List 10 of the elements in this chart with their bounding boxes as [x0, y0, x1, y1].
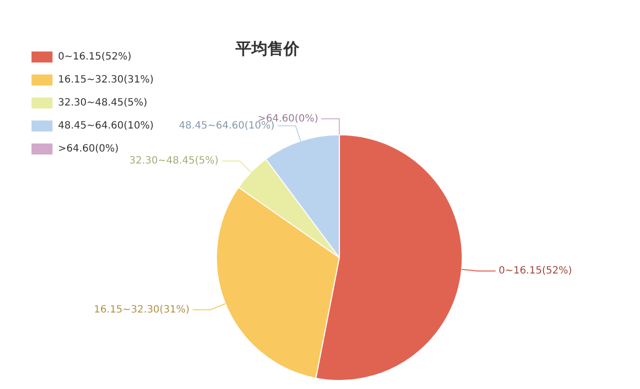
slice-label: 48.45~64.60(10%) [178, 120, 275, 132]
slice-label: 32.30~48.45(5%) [129, 156, 219, 167]
slice-label: 0~16.15(52%) [498, 266, 572, 277]
legend-label: 48.45~64.60(10%) [58, 120, 154, 132]
chart-title: 平均售价 [234, 38, 300, 58]
legend-label: 16.15~32.30(31%) [58, 74, 154, 86]
slice-label: 16.15~32.30(31%) [94, 304, 190, 316]
legend-label: 0~16.15(52%) [58, 52, 132, 63]
legend-label: 32.30~48.45(5%) [58, 98, 148, 109]
legend-label: >64.60(0%) [58, 144, 119, 155]
